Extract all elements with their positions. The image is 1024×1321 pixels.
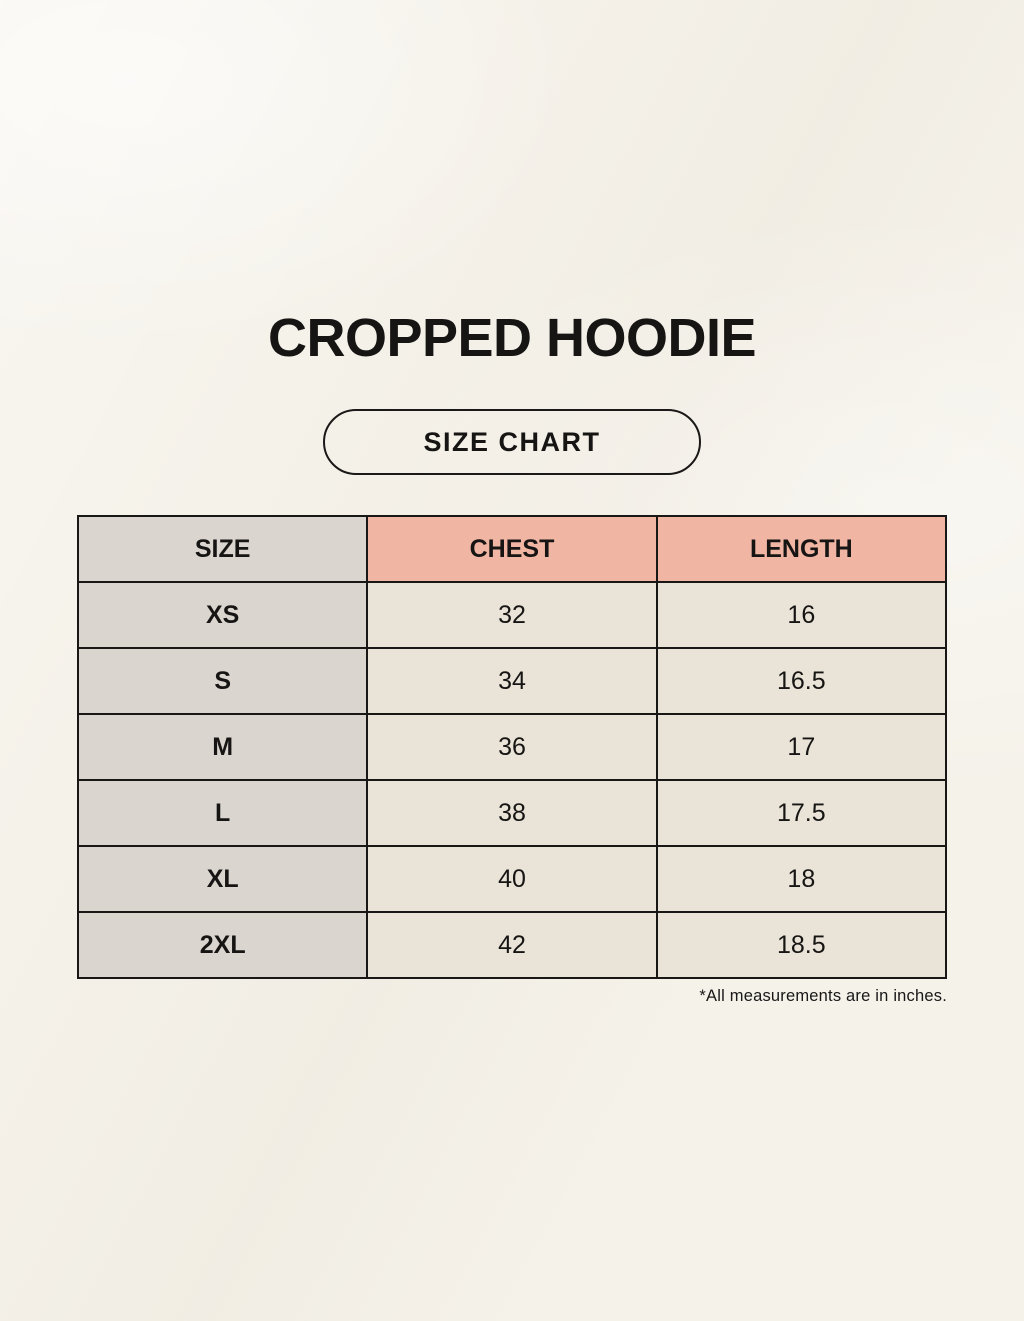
column-header-size: SIZE xyxy=(76,515,369,583)
length-value: 17.5 xyxy=(655,779,948,847)
table-row: M 36 17 xyxy=(76,713,948,781)
footnote-row: *All measurements are in inches. xyxy=(77,987,947,1006)
length-value: 18.5 xyxy=(655,911,948,979)
table-row: L 38 17.5 xyxy=(76,779,948,847)
size-label-xl: XL xyxy=(76,845,369,913)
chest-value: 36 xyxy=(366,713,658,781)
table-body: XS 32 16 S 34 16.5 M 36 17 L 38 17.5 XL xyxy=(76,581,948,979)
size-label-l: L xyxy=(76,779,369,847)
length-value: 18 xyxy=(655,845,948,913)
chest-value: 34 xyxy=(366,647,658,715)
size-label-xs: XS xyxy=(76,581,369,649)
length-value: 16.5 xyxy=(655,647,948,715)
table-row: S 34 16.5 xyxy=(76,647,948,715)
chest-value: 42 xyxy=(366,911,658,979)
length-value: 16 xyxy=(655,581,948,649)
table-row: XS 32 16 xyxy=(76,581,948,649)
table-row: XL 40 18 xyxy=(76,845,948,913)
size-chart-table: SIZE CHEST LENGTH XS 32 16 S 34 16.5 M 3… xyxy=(76,515,948,979)
product-title: CROPPED HOODIE xyxy=(267,308,757,368)
size-chart-badge: SIZE CHART xyxy=(323,409,701,475)
chest-value: 40 xyxy=(366,845,658,913)
column-header-chest: CHEST xyxy=(366,515,658,583)
table-header-row: SIZE CHEST LENGTH xyxy=(76,515,948,583)
size-label-2xl: 2XL xyxy=(76,911,369,979)
size-chart-badge-label: SIZE CHART xyxy=(423,426,601,457)
column-header-length: LENGTH xyxy=(655,515,948,583)
size-label-s: S xyxy=(76,647,369,715)
size-label-m: M xyxy=(76,713,369,781)
measurements-footnote: *All measurements are in inches. xyxy=(699,987,947,1005)
chest-value: 38 xyxy=(366,779,658,847)
chest-value: 32 xyxy=(366,581,658,649)
table-header: SIZE CHEST LENGTH xyxy=(76,515,948,583)
length-value: 17 xyxy=(655,713,948,781)
table-row: 2XL 42 18.5 xyxy=(76,911,948,979)
